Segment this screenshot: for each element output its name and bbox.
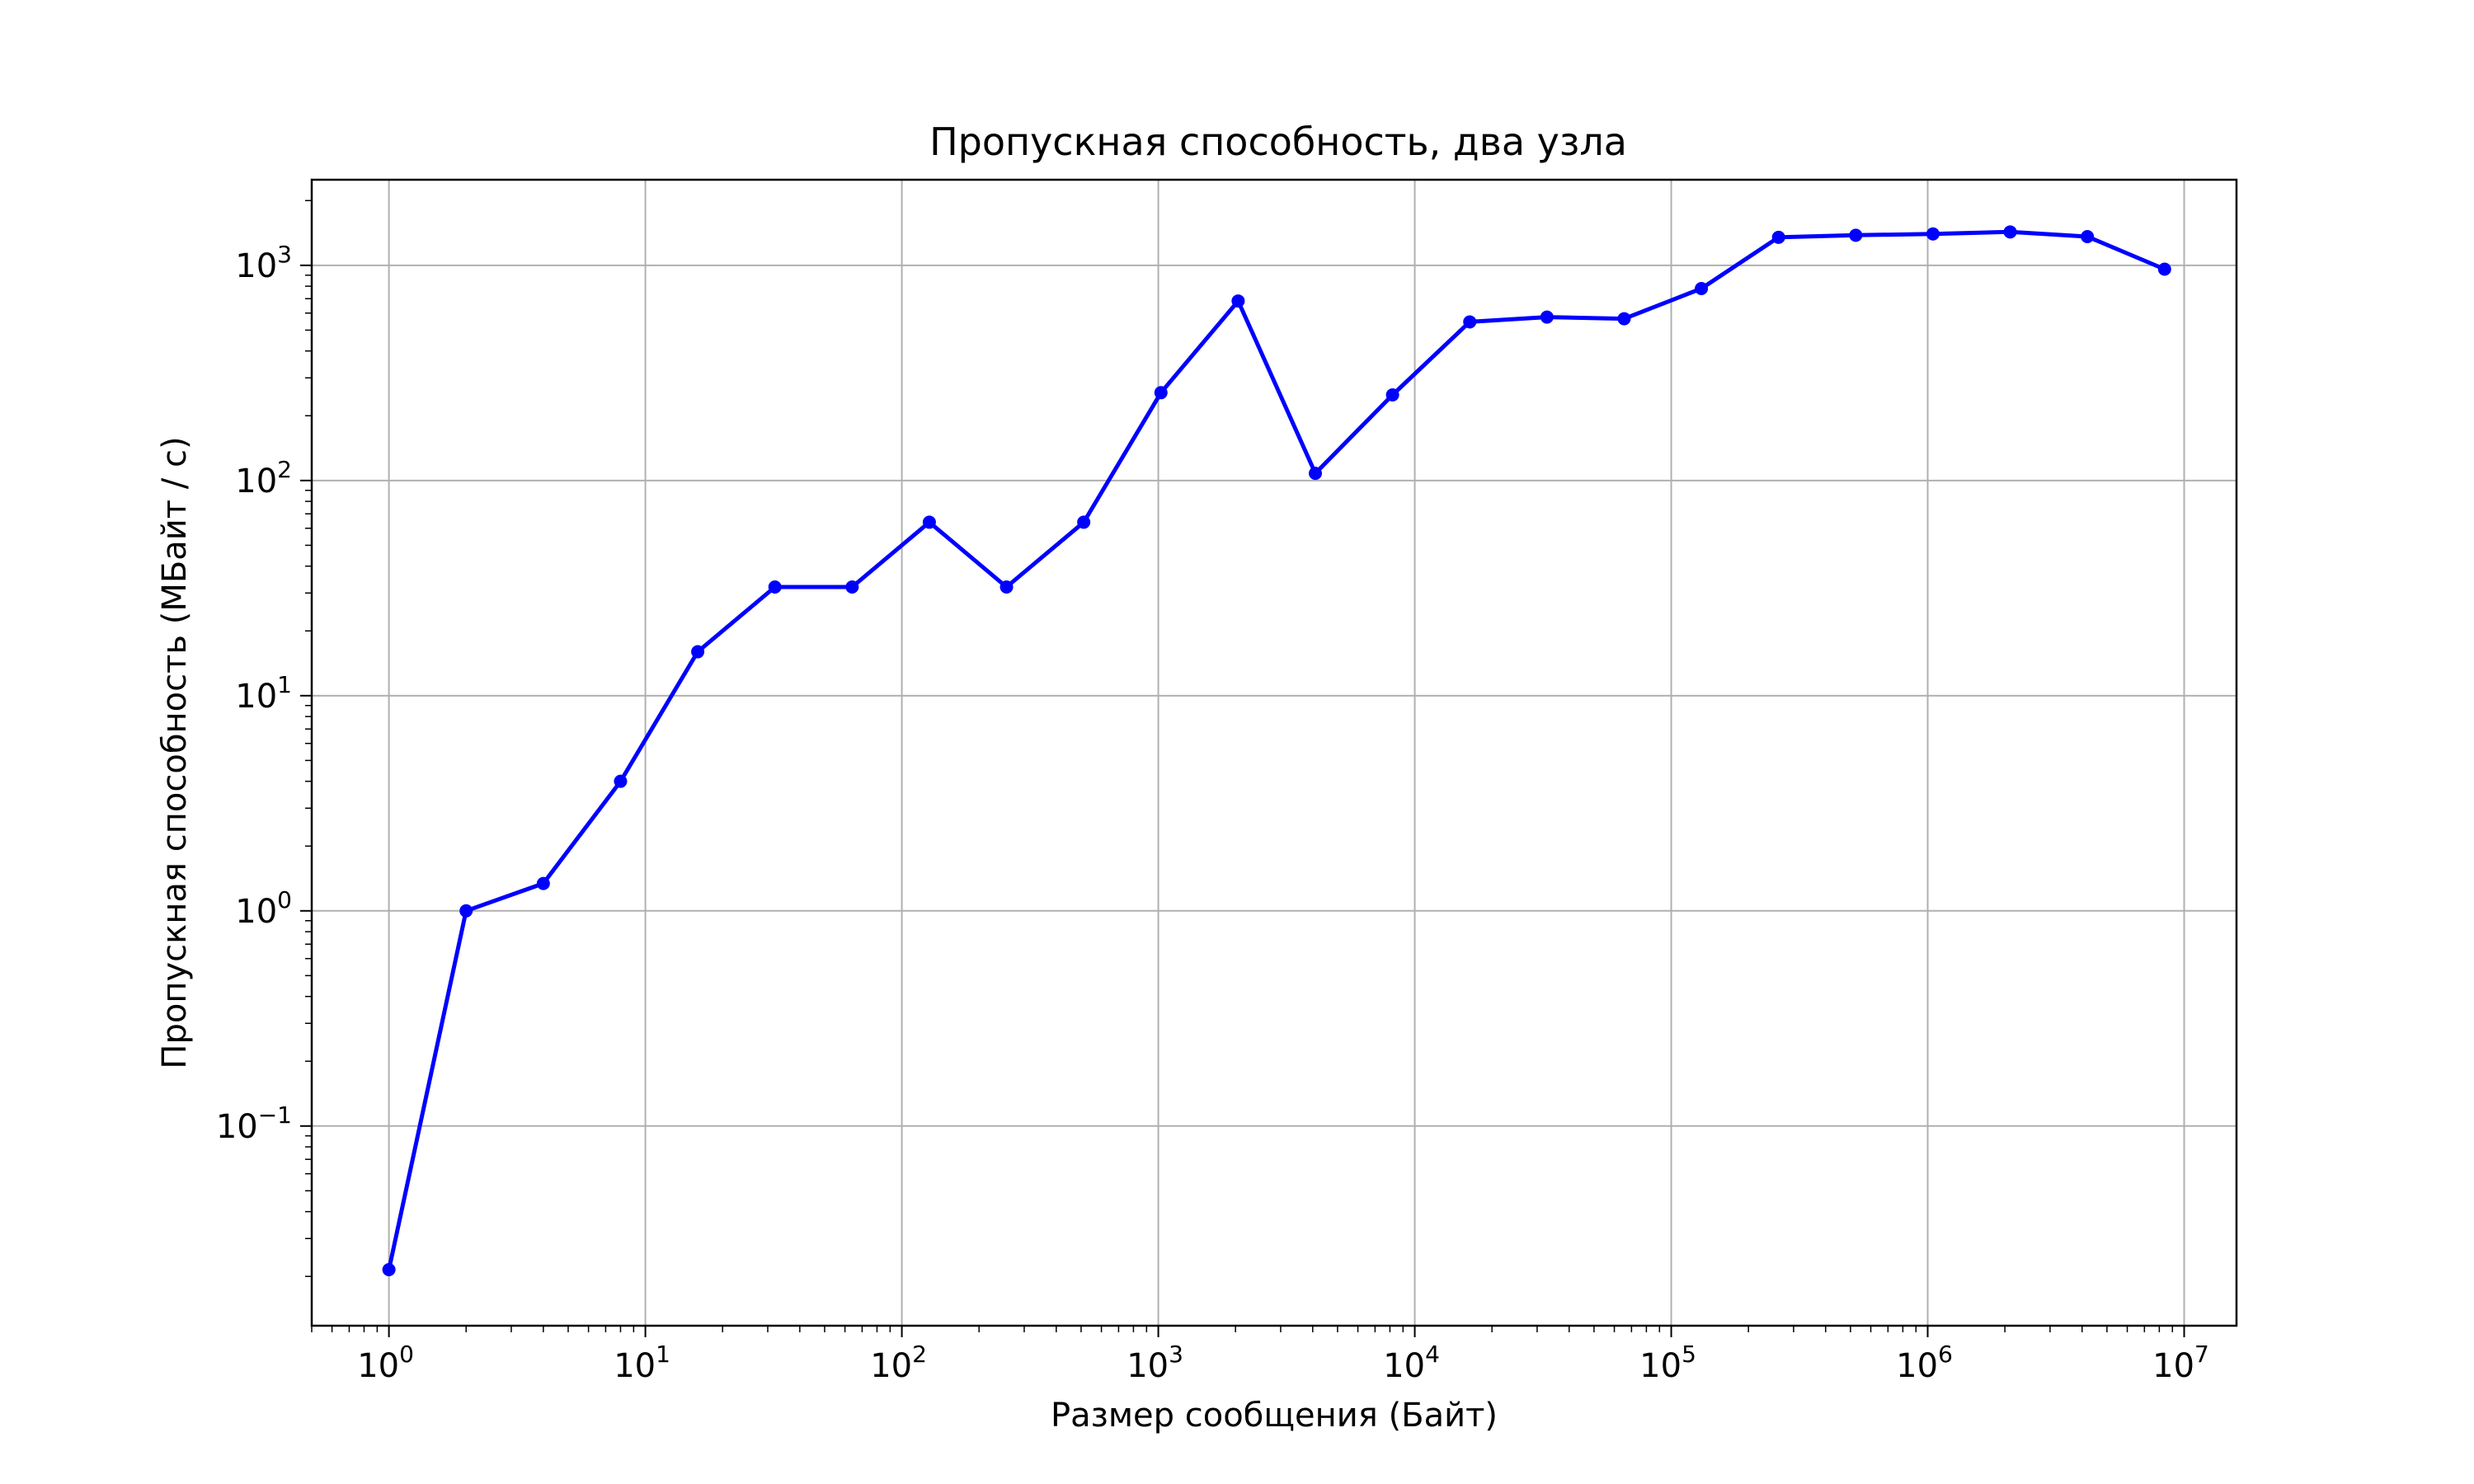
data-point [768, 580, 782, 594]
data-point [1540, 310, 1554, 324]
x-tick-base: 10 [1896, 1347, 1938, 1385]
y-tick-exponent: 0 [277, 886, 292, 913]
x-tick-label: 102 [870, 1341, 927, 1385]
data-point [1463, 315, 1477, 329]
x-tick-label: 104 [1383, 1341, 1440, 1385]
data-point [614, 774, 628, 788]
x-tick-base: 10 [614, 1347, 656, 1385]
x-axis-label: Размер сообщения (Байт) [1051, 1397, 1498, 1435]
x-tick-exponent: 5 [1681, 1341, 1696, 1368]
y-tick-base: 10 [235, 247, 277, 285]
y-tick-exponent: −1 [258, 1101, 292, 1129]
data-point [1771, 230, 1785, 244]
y-tick-exponent: 2 [277, 456, 292, 483]
chart-title: Пропускная способность, два узла [929, 120, 1627, 164]
grid-lines [312, 180, 2236, 1326]
x-tick-base: 10 [1383, 1347, 1425, 1385]
data-point [459, 904, 473, 918]
x-axis-ticks: 100 101 102 103 104 105 106 107 [357, 1326, 2209, 1385]
data-point [1695, 282, 1709, 296]
x-tick-exponent: 2 [912, 1341, 927, 1368]
data-point [1385, 387, 1399, 402]
x-tick-exponent: 4 [1425, 1341, 1440, 1368]
x-tick-label: 107 [2152, 1341, 2209, 1385]
data-point [845, 580, 859, 594]
data-point [1617, 312, 1631, 326]
data-point [1231, 294, 1245, 308]
series-line [387, 229, 2166, 1270]
data-point [999, 580, 1014, 594]
data-point [536, 876, 550, 890]
y-axis-label: Пропускная способность (МБайт / с) [156, 436, 194, 1068]
y-tick-base: 10 [216, 1108, 258, 1146]
data-point [2081, 230, 2095, 244]
series-group [382, 225, 2171, 1276]
x-tick-label: 105 [1639, 1341, 1696, 1385]
x-tick-label: 101 [614, 1341, 670, 1385]
x-tick-label: 100 [357, 1341, 414, 1385]
data-point [922, 515, 936, 529]
x-tick-label: 106 [1896, 1341, 1953, 1385]
data-point [1926, 227, 1940, 241]
data-point [382, 1262, 396, 1276]
x-tick-base: 10 [357, 1347, 399, 1385]
x-tick-base: 10 [1126, 1347, 1169, 1385]
x-tick-exponent: 3 [1169, 1341, 1183, 1368]
y-tick-label: 10−1 [216, 1101, 292, 1146]
y-tick-base: 10 [235, 678, 277, 716]
x-tick-base: 10 [2152, 1347, 2194, 1385]
x-tick-base: 10 [1639, 1347, 1681, 1385]
plot-frame [310, 178, 2238, 1327]
y-tick-exponent: 1 [277, 671, 292, 698]
x-tick-exponent: 6 [1938, 1341, 1953, 1368]
data-point [1849, 228, 1863, 242]
y-tick-base: 10 [235, 893, 277, 931]
x-minor-ticks [311, 1326, 2174, 1332]
data-point [2003, 225, 2017, 239]
data-point [1077, 515, 1091, 529]
y-tick-label: 103 [235, 241, 292, 285]
y-tick-exponent: 3 [277, 241, 292, 268]
y-tick-label: 102 [235, 456, 292, 500]
x-tick-exponent: 7 [2194, 1341, 2209, 1368]
x-tick-base: 10 [870, 1347, 912, 1385]
y-tick-label: 100 [235, 886, 292, 931]
data-point [2157, 262, 2171, 276]
y-tick-base: 10 [235, 463, 277, 500]
data-point [1154, 386, 1168, 400]
data-point [1309, 467, 1323, 481]
y-tick-label: 101 [235, 671, 292, 716]
x-tick-exponent: 1 [656, 1341, 670, 1368]
data-point [691, 645, 705, 659]
x-tick-label: 103 [1126, 1341, 1183, 1385]
x-tick-exponent: 0 [399, 1341, 414, 1368]
